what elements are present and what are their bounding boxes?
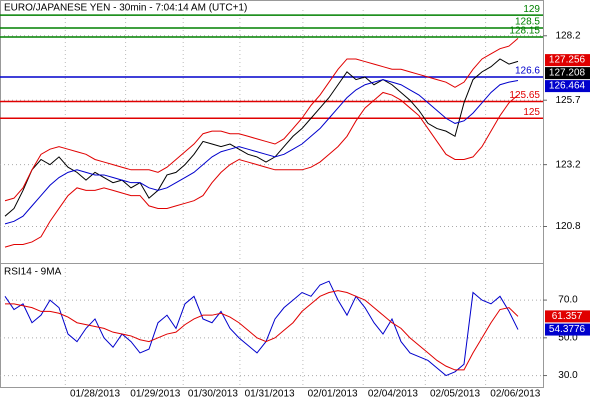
x-tick-label: 01/29/2013 bbox=[130, 389, 180, 400]
level-label: 129 bbox=[523, 4, 540, 15]
series-line bbox=[4, 280, 519, 377]
value-box bbox=[545, 54, 590, 67]
value-box bbox=[545, 80, 590, 93]
series-line bbox=[4, 79, 519, 225]
x-tick-label: 02/06/2013 bbox=[490, 389, 540, 400]
x-tick-label: 02/01/2013 bbox=[308, 389, 358, 400]
value-box-label: 127.208 bbox=[549, 68, 586, 79]
x-tick-label: 01/31/2013 bbox=[245, 389, 295, 400]
y-tick-label: 123.2 bbox=[555, 159, 580, 170]
y-tick-label: 128.2 bbox=[555, 30, 580, 41]
y-tick-label: 125.7 bbox=[555, 95, 580, 106]
value-box-label: 54.3776 bbox=[549, 324, 586, 335]
value-box-label: 126.464 bbox=[549, 81, 586, 92]
x-tick-label: 02/04/2013 bbox=[368, 389, 418, 400]
chart-title: EURO/JAPANESE YEN - 30min - 7:04:14 AM (… bbox=[4, 3, 247, 14]
level-label: 128.5 bbox=[515, 17, 540, 28]
plot-frame bbox=[0, 0, 544, 388]
y-tick-label: 120.8 bbox=[555, 221, 580, 232]
x-tick-label: 02/05/2013 bbox=[430, 389, 480, 400]
value-box-label: 127.256 bbox=[549, 55, 586, 66]
y-tick-label: 70.0 bbox=[558, 295, 578, 306]
level-label: 125.65 bbox=[509, 90, 540, 101]
series-line bbox=[4, 91, 519, 248]
level-label: 126.6 bbox=[515, 66, 540, 77]
series-line bbox=[4, 37, 519, 202]
y-tick-label: 30.0 bbox=[558, 370, 578, 381]
value-box bbox=[545, 67, 590, 80]
value-box bbox=[545, 323, 590, 336]
value-box-label: 61.357 bbox=[552, 311, 583, 322]
x-tick-label: 01/30/2013 bbox=[188, 389, 238, 400]
x-tick-label: 01/28/2013 bbox=[70, 389, 120, 400]
series-line bbox=[5, 290, 519, 371]
level-label: 128.15 bbox=[509, 26, 540, 37]
y-tick-label: 50.0 bbox=[558, 332, 578, 343]
value-box bbox=[545, 310, 590, 323]
level-label: 125 bbox=[523, 107, 540, 118]
series-line bbox=[4, 58, 519, 217]
panel-title: RSI14 - 9MA bbox=[4, 267, 62, 278]
